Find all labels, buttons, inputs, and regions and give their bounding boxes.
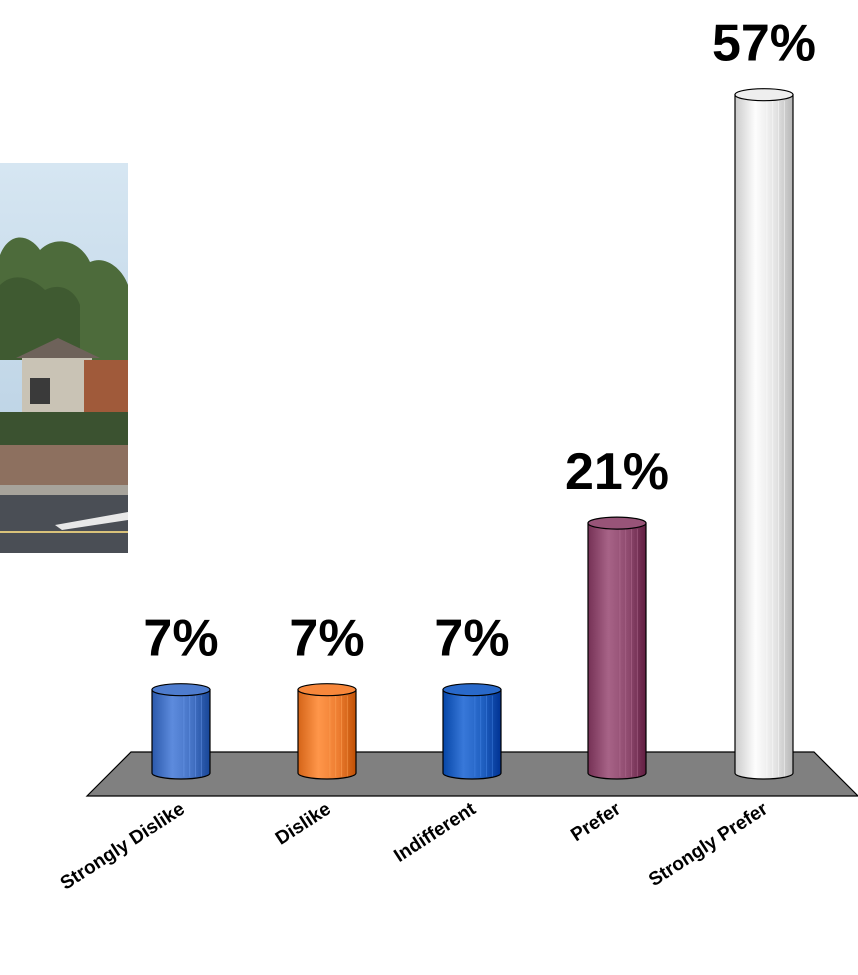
data-labels: 7% 7% 7% 21% 57% bbox=[143, 15, 816, 668]
bar-prefer bbox=[587, 516, 647, 780]
photo-roof bbox=[16, 338, 100, 358]
photo-wall bbox=[0, 445, 128, 485]
bar-top-indifferent bbox=[442, 683, 502, 697]
bar-strongly-prefer bbox=[734, 88, 794, 780]
photo-crosswalk bbox=[55, 512, 128, 530]
tick-label-strongly-prefer: Strongly Prefer bbox=[645, 798, 772, 891]
data-label-dislike: 7% bbox=[289, 610, 364, 668]
photo-window bbox=[30, 378, 50, 404]
bar-top-prefer bbox=[587, 516, 647, 530]
bar-indifferent bbox=[442, 683, 502, 780]
bar-top-strongly-prefer bbox=[734, 88, 794, 102]
data-label-prefer: 21% bbox=[565, 443, 669, 501]
tick-label-prefer: Prefer bbox=[567, 798, 625, 846]
bars bbox=[151, 88, 794, 780]
bar-dislike bbox=[297, 683, 357, 780]
house-street-photo bbox=[0, 163, 128, 553]
bar-strongly-dislike bbox=[151, 683, 211, 780]
photo-neighbor-house bbox=[84, 360, 128, 418]
data-label-indifferent: 7% bbox=[434, 610, 509, 668]
bar-top-strongly-dislike bbox=[151, 683, 211, 697]
data-label-strongly-prefer: 57% bbox=[712, 15, 816, 73]
category-labels: Strongly Dislike Dislike Indifferent Prefer… bbox=[57, 798, 772, 894]
photo-sidewalk bbox=[0, 485, 128, 495]
tick-label-indifferent: Indifferent bbox=[390, 798, 480, 867]
tick-label-strongly-dislike: Strongly Dislike bbox=[57, 799, 189, 895]
tick-label-dislike: Dislike bbox=[272, 799, 335, 850]
data-label-strongly-dislike: 7% bbox=[143, 610, 218, 668]
bar-top-dislike bbox=[297, 683, 357, 697]
